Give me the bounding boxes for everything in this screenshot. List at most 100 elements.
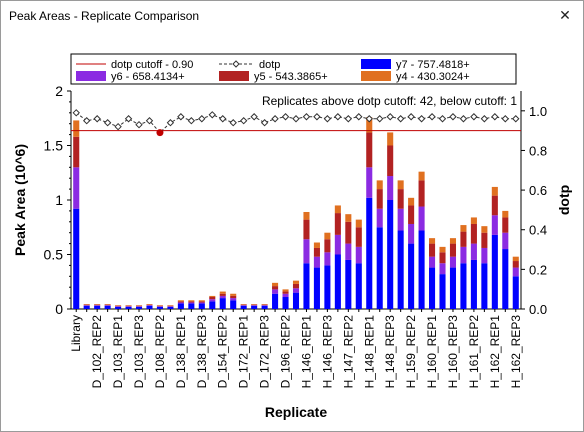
dotp-point — [135, 120, 143, 129]
bar-segment — [324, 265, 331, 309]
bar-segment — [125, 305, 132, 306]
bar-segment — [188, 302, 195, 304]
bar-segment — [251, 305, 258, 306]
y-tick-label-right: 0.8 — [529, 143, 547, 158]
bar-segment — [418, 206, 425, 231]
bar-segment — [387, 176, 394, 200]
bar-segment — [324, 232, 331, 240]
bar-segment — [115, 306, 122, 307]
bar-segment — [167, 305, 174, 306]
bar-segment — [272, 282, 279, 287]
bar-segment — [345, 221, 352, 244]
bar-segment — [303, 211, 310, 220]
dotp-point — [103, 119, 112, 127]
bar-segment — [376, 180, 383, 190]
bar-segment — [512, 261, 519, 268]
dotp-point — [229, 119, 237, 127]
bar-segment — [439, 252, 446, 264]
dotp-point — [355, 113, 363, 121]
x-tick-label: D_138_REP1 — [174, 315, 188, 389]
bar-segment — [439, 263, 446, 275]
dotp-point — [187, 117, 196, 125]
dotp-point — [208, 111, 216, 119]
bar-segment — [387, 132, 394, 146]
dotp-point — [302, 113, 311, 121]
bar-segment — [366, 117, 373, 133]
y-tick-label-left: 1 — [55, 192, 63, 208]
bar-segment — [460, 263, 467, 309]
bar-segment — [230, 293, 237, 296]
dotp-point — [219, 115, 227, 123]
bar-segment — [188, 300, 195, 302]
legend-swatch — [361, 71, 391, 81]
bar-segment — [94, 305, 101, 309]
bar-segment — [115, 305, 122, 306]
bar-segment — [125, 306, 132, 309]
bar-segment — [198, 300, 205, 302]
y-tick-label-right: 0.6 — [529, 183, 547, 198]
bar-segment — [73, 136, 80, 168]
bar-segment — [104, 304, 111, 306]
dotp-point — [313, 113, 321, 121]
dotp-point — [260, 119, 269, 127]
bar-segment — [188, 303, 195, 309]
bar-segment — [261, 304, 268, 305]
legend-label: y5 - 543.3865+ — [254, 71, 328, 83]
bar-segment — [198, 302, 205, 304]
x-tick-label: D_103_REP1 — [111, 315, 125, 389]
bar-segment — [282, 297, 289, 309]
bar-segment — [313, 267, 320, 309]
bar-segment — [397, 189, 404, 209]
close-icon[interactable]: ✕ — [559, 7, 571, 23]
dotp-annotation: Replicates above dotp cutoff: 42, below … — [262, 94, 517, 108]
x-tick-label: H_162_REP1 — [488, 315, 502, 389]
dotp-point — [124, 115, 133, 123]
bar-segment — [251, 304, 258, 305]
bar-segment — [282, 289, 289, 292]
bar-segment — [334, 213, 341, 235]
x-tick-label: D_196_REP2 — [279, 315, 293, 389]
bar-segment — [167, 306, 174, 307]
bar-segment — [240, 304, 247, 306]
bar-segment — [439, 246, 446, 253]
bar-segment — [502, 249, 509, 309]
dotp-point — [480, 115, 489, 123]
x-tick-label: D_138_REP3 — [195, 315, 209, 389]
bar-segment — [491, 234, 498, 309]
bar-segment — [146, 305, 153, 306]
x-tick-label: H_160_REP3 — [446, 315, 460, 389]
dotp-point — [470, 113, 478, 121]
bar-segment — [313, 247, 320, 257]
bar-segment — [366, 197, 373, 309]
bar-segment — [470, 259, 477, 309]
bar-segment — [366, 167, 373, 198]
bar-segment — [94, 304, 101, 305]
bar-segment — [177, 301, 184, 303]
dotp-point — [72, 109, 80, 117]
bar-segment — [449, 238, 457, 244]
dotp-point — [177, 113, 185, 121]
bar-segment — [408, 243, 415, 309]
bar-segment — [481, 263, 488, 309]
bar-segment — [324, 252, 331, 266]
bar-segment — [324, 239, 331, 253]
bar-segment — [272, 286, 279, 290]
bar-segment — [177, 300, 184, 302]
bar-segment — [303, 263, 310, 309]
dotp-point — [145, 117, 154, 125]
bar-segment — [83, 304, 90, 305]
bar-segment — [355, 263, 362, 309]
bar-segment — [125, 306, 132, 307]
bar-segment — [135, 305, 143, 307]
bar-segment — [429, 256, 436, 268]
bar-segment — [481, 247, 488, 264]
y-tick-label-right: 0.0 — [529, 302, 547, 317]
bar-segment — [481, 226, 488, 233]
legend-label-cutoff: dotp cutoff - 0.90 — [111, 59, 193, 71]
bar-segment — [135, 306, 143, 309]
bar-segment — [167, 306, 174, 309]
bar-segment — [470, 223, 477, 244]
x-tick-label: H_146_REP1 — [299, 315, 313, 389]
y-axis-title-right: dotp — [556, 185, 572, 215]
dotp-point — [239, 117, 248, 125]
